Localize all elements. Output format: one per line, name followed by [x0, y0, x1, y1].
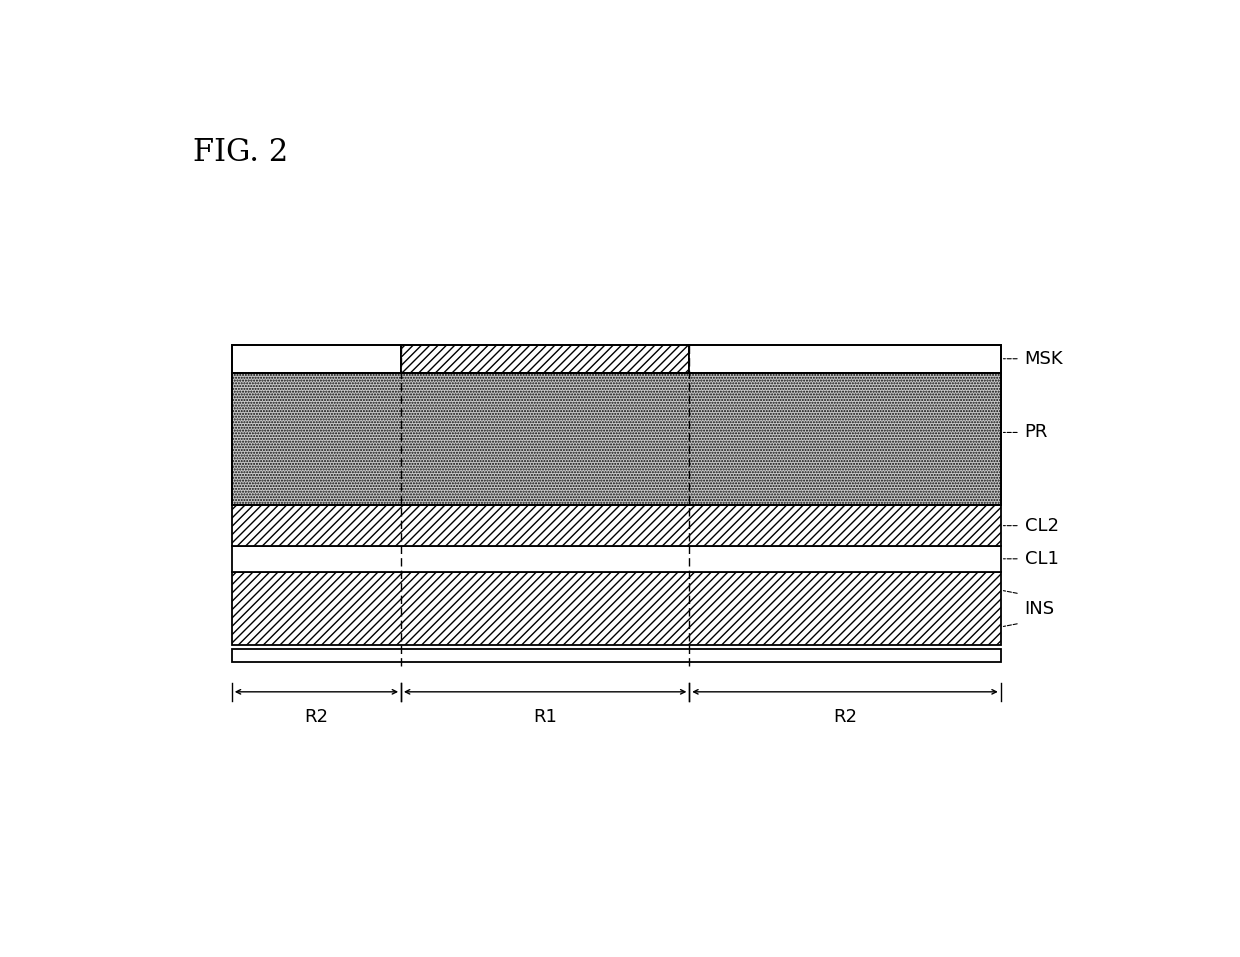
Text: MSK: MSK — [1024, 349, 1064, 367]
Text: PR: PR — [1024, 423, 1048, 441]
Bar — [232, 505, 1001, 545]
Bar — [232, 345, 1001, 373]
Bar — [232, 373, 1001, 505]
Text: R1: R1 — [533, 708, 557, 726]
Text: INS: INS — [1024, 599, 1055, 617]
Bar — [401, 345, 689, 373]
Bar — [689, 345, 1001, 373]
Text: FIG. 2: FIG. 2 — [193, 137, 289, 167]
Text: CL2: CL2 — [1024, 517, 1059, 535]
Bar — [232, 545, 1001, 571]
Text: CL1: CL1 — [1024, 550, 1059, 568]
Bar — [232, 345, 401, 373]
Text: R2: R2 — [305, 708, 329, 726]
Bar — [232, 649, 1001, 662]
Bar — [232, 571, 1001, 645]
Text: R2: R2 — [833, 708, 857, 726]
